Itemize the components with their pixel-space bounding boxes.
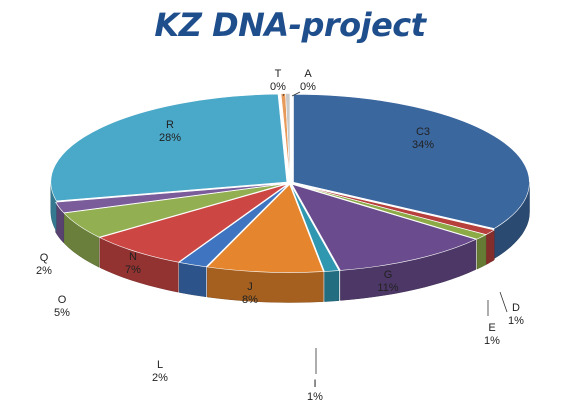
pie-slice-L bbox=[178, 184, 289, 268]
slice-label-name: J bbox=[247, 281, 253, 293]
pie-slice-A bbox=[285, 93, 291, 182]
slice-label-name: D bbox=[512, 302, 520, 314]
pie-slice-Q bbox=[55, 183, 287, 214]
slice-label-name: T bbox=[275, 68, 282, 80]
pie-slice-J bbox=[206, 183, 324, 273]
pie-side-D bbox=[485, 229, 495, 266]
slice-label-percent: 8% bbox=[242, 294, 258, 306]
slice-label-J: J 8% bbox=[242, 281, 258, 306]
slice-label-name: R bbox=[166, 119, 174, 131]
slice-label-name: A bbox=[304, 68, 312, 80]
pie-side-E bbox=[476, 234, 487, 270]
slice-label-percent: 2% bbox=[36, 265, 52, 277]
slice-label-percent: 28% bbox=[159, 132, 181, 144]
leader-lines bbox=[282, 91, 508, 374]
slice-label-C3: C3 34% bbox=[412, 126, 434, 151]
pie-side-I bbox=[324, 270, 340, 302]
slice-label-name: O bbox=[58, 294, 67, 306]
leader-line-A bbox=[291, 91, 301, 97]
slice-labels: C3 34%D 1%E 1%G 11%I 1%J 8%L 2%N 7%O 5%Q 2%R 28%T 0%… bbox=[36, 68, 524, 403]
slice-label-name: I bbox=[313, 378, 316, 390]
pie-side-L bbox=[178, 262, 207, 298]
pie-slice-I bbox=[290, 184, 340, 272]
slice-label-name: Q bbox=[40, 252, 49, 264]
slice-label-percent: 5% bbox=[54, 307, 70, 319]
slice-label-name: E bbox=[488, 322, 495, 334]
slice-label-N: N 7% bbox=[125, 251, 141, 276]
slice-label-G: G 11% bbox=[377, 269, 398, 294]
slice-label-percent: 1% bbox=[307, 391, 323, 403]
pie-slice-R bbox=[50, 93, 288, 202]
slice-label-D: D 1% bbox=[508, 302, 524, 327]
pie-tops bbox=[50, 93, 530, 273]
chart-title: KZ DNA-project bbox=[154, 6, 426, 44]
slice-label-Q: Q 2% bbox=[36, 252, 52, 277]
leader-line-D bbox=[499, 291, 508, 313]
slice-label-T: T 0% bbox=[270, 68, 286, 93]
slice-label-name: L bbox=[157, 359, 163, 371]
slice-label-percent: 7% bbox=[125, 264, 141, 276]
slice-label-percent: 0% bbox=[300, 81, 316, 93]
slice-label-percent: 0% bbox=[270, 81, 286, 93]
slice-label-name: C3 bbox=[416, 126, 430, 138]
slice-label-percent: 1% bbox=[484, 335, 500, 347]
slice-label-percent: 34% bbox=[412, 139, 434, 151]
slice-label-I: I 1% bbox=[307, 378, 323, 403]
pie-slice-C3 bbox=[293, 93, 530, 229]
slice-label-O: O 5% bbox=[54, 294, 70, 319]
slice-label-A: A 0% bbox=[300, 68, 316, 93]
pie-slice-E bbox=[293, 183, 487, 240]
slice-label-R: R 28% bbox=[159, 119, 181, 144]
slice-label-percent: 1% bbox=[508, 315, 524, 327]
slice-label-L: L 2% bbox=[152, 359, 168, 384]
slice-label-percent: 2% bbox=[152, 372, 168, 384]
leader-line-T bbox=[282, 93, 285, 97]
slice-label-name: N bbox=[129, 251, 137, 263]
slice-label-E: E 1% bbox=[484, 322, 500, 347]
pie-slice-O bbox=[63, 183, 287, 238]
pie-slice-N bbox=[99, 183, 288, 263]
pie-slice-G bbox=[291, 183, 477, 271]
slice-label-name: G bbox=[384, 269, 393, 281]
slice-label-percent: 11% bbox=[377, 282, 398, 294]
